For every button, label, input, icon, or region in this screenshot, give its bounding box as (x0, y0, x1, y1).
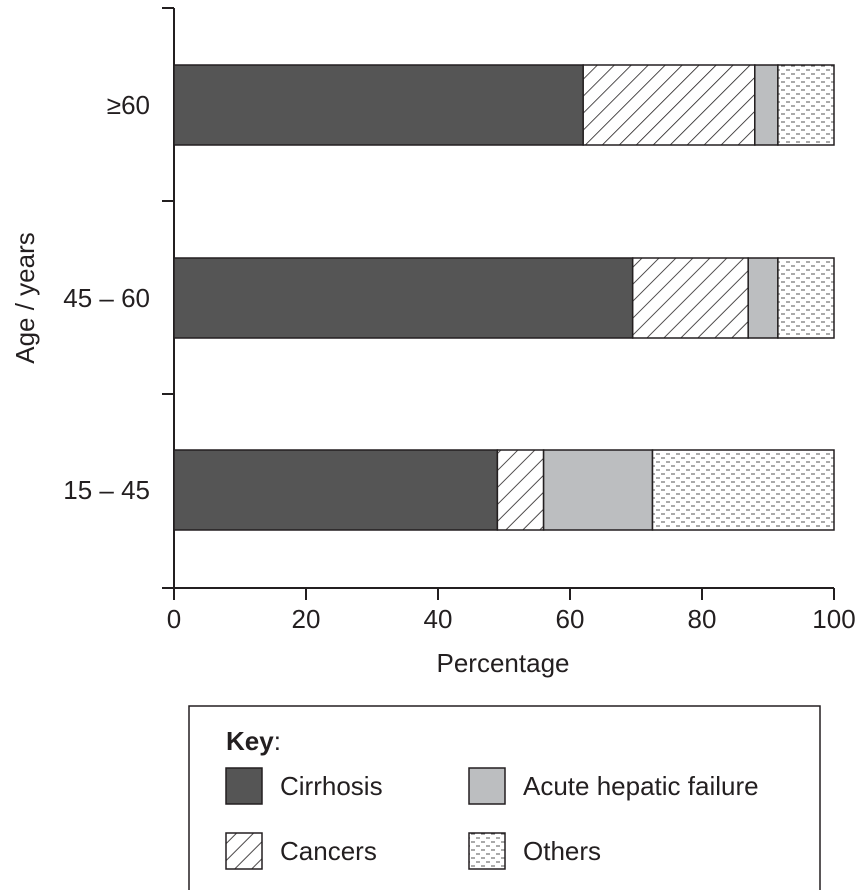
legend-label: Cancers (280, 836, 377, 866)
legend-swatch (468, 767, 506, 805)
x-tick-label: 0 (167, 604, 181, 634)
bar-segment-cancers (631, 257, 749, 339)
y-category-label: 15 – 45 (63, 475, 150, 505)
x-axis-ticks (173, 588, 835, 600)
y-category-label: ≥60 (107, 90, 150, 120)
legend: Key: Cirrhosis Acute hepatic failure Cance… (188, 705, 821, 890)
y-axis-ticks (162, 7, 174, 589)
x-tick-label: 60 (556, 604, 585, 634)
bar-segment-cirrhosis (173, 449, 499, 531)
legend-swatch (468, 832, 506, 870)
x-tick-label: 80 (688, 604, 717, 634)
x-tick-labels: 0 20 40 60 80 100 (167, 604, 856, 634)
x-axis-title: Percentage (437, 648, 570, 678)
bar-segment-cirrhosis (173, 64, 584, 146)
y-category-label: 45 – 60 (63, 283, 150, 313)
legend-swatch (225, 832, 263, 870)
bar-segment-others (651, 449, 835, 531)
legend-label: Others (523, 836, 601, 866)
legend-label: Acute hepatic failure (523, 771, 759, 801)
bar-segment-acute-hepatic-failure (754, 64, 779, 146)
legend-swatch (225, 767, 263, 805)
bar-segment-acute-hepatic-failure (747, 257, 779, 339)
legend-label: Cirrhosis (280, 771, 383, 801)
x-tick-label: 40 (424, 604, 453, 634)
bar-segment-cancers (582, 64, 756, 146)
bar-segment-acute-hepatic-failure (542, 449, 654, 531)
bar-segment-others (777, 64, 835, 146)
y-tick-labels: ≥60 45 – 60 15 – 45 (63, 90, 150, 505)
bar-segment-others (777, 257, 835, 339)
bars-group (173, 64, 835, 531)
x-tick-label: 100 (812, 604, 855, 634)
y-axis-title: Age / years (10, 232, 40, 364)
bar-segment-cancers (496, 449, 545, 531)
bar-segment-cirrhosis (173, 257, 634, 339)
legend-title: Key: (226, 726, 281, 756)
x-tick-label: 20 (292, 604, 321, 634)
